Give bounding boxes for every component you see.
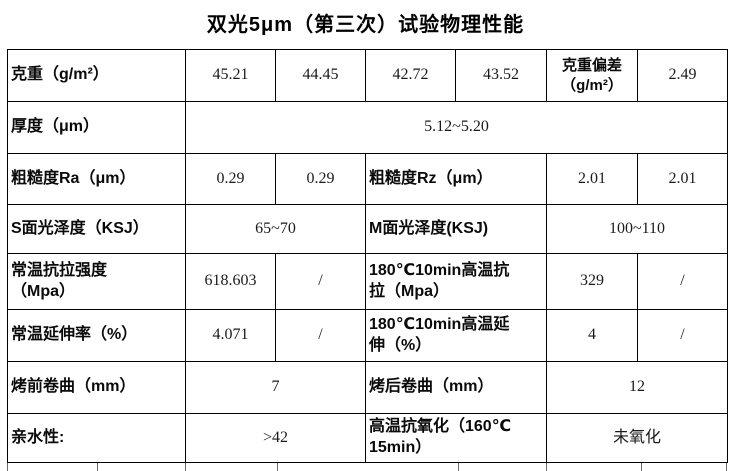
table-cell: / [637,309,728,362]
cutoff-row-gridline [726,463,727,471]
table-cell: 常温抗拉强度 （Mpa） [7,253,186,310]
cutoff-row-gridline [7,463,8,471]
table-row: 烤前卷曲（mm） 7 烤后卷曲（mm） 12 [7,361,728,414]
table-cell: M面光泽度(KSJ) [365,204,547,254]
table-cell: 180℃10min高温抗 拉（Mpa） [365,253,547,310]
table-cell: 4.071 [185,309,276,362]
cutoff-row-gridline [277,463,278,471]
table-cell: 常温延伸率（%） [7,309,186,362]
table-cell: 粗糙度Rz（μm） [365,153,547,205]
table-cell: 618.603 [185,253,276,310]
table-cell: 0.29 [275,153,366,205]
cutoff-row-gridline [97,463,98,471]
table-cell: 7 [185,361,366,414]
table-row: S面光泽度（KSJ） 65~70 M面光泽度(KSJ) 100~110 [7,204,728,254]
table-cell: 烤前卷曲（mm） [7,361,186,414]
cutoff-row-gridline [185,463,186,471]
table-cell: 烤后卷曲（mm） [365,361,547,414]
table-row: 克重（g/m²） 45.21 44.45 42.72 43.52 克重偏差 （g/m²） 2… [7,49,728,102]
cutoff-row-gridline [458,463,459,471]
table-cell: 高温抗氧化（160℃ 15min） [365,413,547,463]
table-cell: >42 [185,413,366,463]
table-row: 厚度（μm） 5.12~5.20 [7,101,728,154]
table-cell: / [275,253,366,310]
table-cell: 粗糙度Ra（μm） [7,153,186,205]
table-cell: 克重（g/m²） [7,49,186,102]
table-cell: 克重偏差 （g/m²） [546,49,638,102]
table-cell: 厚度（μm） [7,101,186,154]
table-cell: / [637,253,728,310]
table-cell: 4 [546,309,638,362]
table-cell: 未氧化 [546,413,728,463]
table-row: 粗糙度Ra（μm） 0.29 0.29 粗糙度Rz（μm） 2.01 2.01 [7,153,728,205]
table-cell: 2.01 [637,153,728,205]
table-cell: 100~110 [546,204,728,254]
table-cell: 329 [546,253,638,310]
table-cell: 43.52 [455,49,547,102]
table-cell: 2.01 [546,153,638,205]
table-cell: 180℃10min高温延 伸（%） [365,309,547,362]
table-cell: 65~70 [185,204,366,254]
table-cell: S面光泽度（KSJ） [7,204,186,254]
page-title: 双光5μm（第三次）试验物理性能 [206,14,525,36]
cutoff-row-gridline [546,463,547,471]
table-body: 克重（g/m²） 45.21 44.45 42.72 43.52 克重偏差 （g/m²） 2… [7,49,728,463]
table-row: 常温延伸率（%） 4.071/180℃10min高温延 伸（%） 4/ [7,309,728,362]
table-row: 亲水性: >42 高温抗氧化（160℃ 15min） 未氧化 [7,413,728,463]
table-cell: 亲水性: [7,413,186,463]
table-cell: 44.45 [275,49,366,102]
table-cell: 0.29 [185,153,276,205]
table-cell: 45.21 [185,49,276,102]
table-cell: 42.72 [365,49,456,102]
table-cell: 2.49 [637,49,728,102]
table-row: 常温抗拉强度 （Mpa） 618.603/180℃10min高温抗 拉（Mpa） 3… [7,253,728,310]
table-cell: 12 [546,361,728,414]
results-table: 克重（g/m²） 45.21 44.45 42.72 43.52 克重偏差 （g/m²） 2… [7,49,728,463]
cutoff-row-gridline [641,463,642,471]
table-cell: / [275,309,366,362]
table-cell: 5.12~5.20 [185,101,728,154]
